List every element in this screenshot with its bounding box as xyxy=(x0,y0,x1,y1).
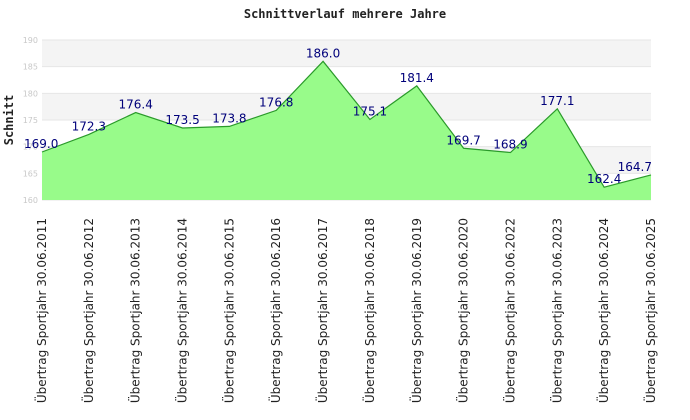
x-tick-label: Übertrag Sportjahr 30.06.2018 xyxy=(361,218,377,403)
y-tick-label: 190 xyxy=(23,36,38,45)
x-tick-label: Übertrag Sportjahr 30.06.2024 xyxy=(595,218,611,403)
series-line xyxy=(41,60,652,188)
x-tick-label: Übertrag Sportjahr 30.06.2015 xyxy=(220,218,236,403)
data-label: 169.0 xyxy=(24,137,58,151)
series-area xyxy=(42,61,651,201)
x-tick-label: Übertrag Sportjahr 30.06.2020 xyxy=(455,218,471,403)
y-axis-label: Schnitt xyxy=(2,95,16,146)
data-label: 176.4 xyxy=(119,98,153,112)
y-tick-label: 160 xyxy=(23,196,38,205)
band-185-190 xyxy=(42,40,651,67)
data-label: 176.8 xyxy=(259,95,293,109)
data-label: 162.4 xyxy=(587,172,621,186)
data-label: 168.9 xyxy=(493,138,527,152)
data-label: 175.1 xyxy=(353,104,387,118)
x-tick-label: Übertrag Sportjahr 30.06.2014 xyxy=(174,218,190,403)
y-tick-label: 175 xyxy=(23,116,38,125)
x-tick-label: Übertrag Sportjahr 30.06.2013 xyxy=(127,218,143,403)
y-axis-ticks: 160 165 170 175 180 185 190 xyxy=(23,36,38,205)
x-tick-label: Übertrag Sportjahr 30.06.2025 xyxy=(642,218,658,403)
y-tick-label: 180 xyxy=(23,89,38,98)
data-label: 177.1 xyxy=(540,94,574,108)
data-labels: 169.0 172.3 176.4 173.5 173.8 176.8 186.0 175.1… xyxy=(24,46,652,186)
x-tick-label: Übertrag Sportjahr 30.06.2019 xyxy=(408,218,424,403)
y-tick-label: 185 xyxy=(23,63,38,72)
data-label: 164.7 xyxy=(618,160,652,174)
x-tick-label: Übertrag Sportjahr 30.06.2023 xyxy=(548,218,564,403)
x-tick-label: Übertrag Sportjahr 30.06.2011 xyxy=(33,218,49,403)
x-tick-label: Übertrag Sportjahr 30.06.2017 xyxy=(314,218,330,403)
x-tick-label: Übertrag Sportjahr 30.06.2012 xyxy=(80,218,96,403)
y-tick-label: 170 xyxy=(23,143,38,152)
data-label: 173.5 xyxy=(165,113,199,127)
data-label: 186.0 xyxy=(306,46,340,60)
data-label: 169.7 xyxy=(446,133,480,147)
data-label: 173.8 xyxy=(212,111,246,125)
data-label: 181.4 xyxy=(400,71,434,85)
x-tick-label: Übertrag Sportjahr 30.06.2016 xyxy=(267,218,283,403)
data-label: 172.3 xyxy=(72,119,106,133)
y-tick-label: 165 xyxy=(23,169,38,178)
band-180-185 xyxy=(42,66,651,94)
x-tick-label: Übertrag Sportjahr 30.06.2022 xyxy=(501,218,517,403)
x-axis-ticks: Übertrag Sportjahr 30.06.2011 Übertrag Sp… xyxy=(33,218,658,403)
chart-title: Schnittverlauf mehrere Jahre xyxy=(244,7,446,21)
